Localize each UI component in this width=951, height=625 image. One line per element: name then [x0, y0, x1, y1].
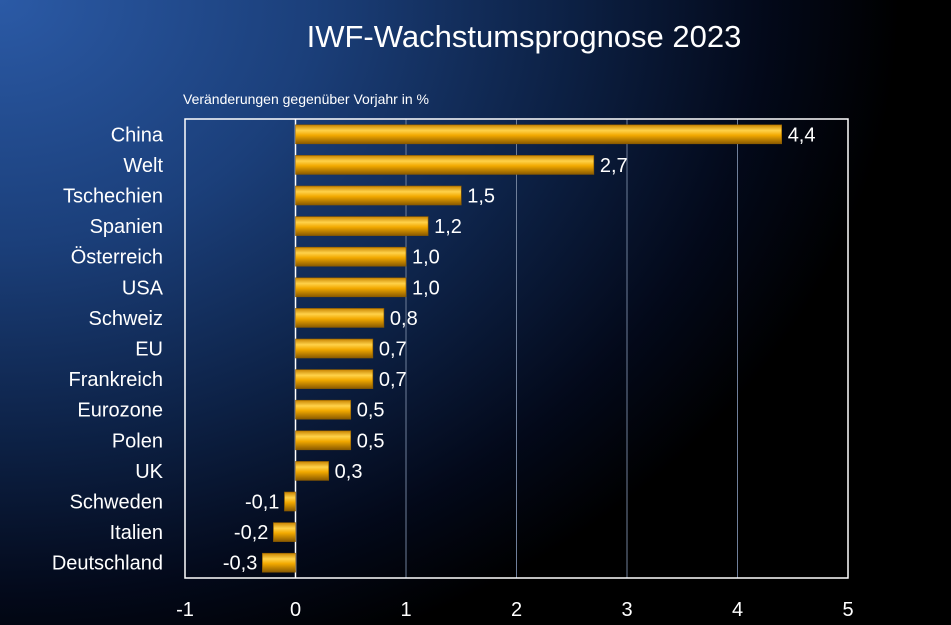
- bar: [284, 491, 296, 512]
- category-label: UK: [135, 461, 163, 483]
- bar: [295, 399, 352, 420]
- value-label: -0,1: [245, 492, 279, 514]
- bar: [295, 216, 429, 236]
- bar: [295, 338, 374, 359]
- category-labels: China Welt Tschechien Spanien Österreich USA S…: [52, 124, 164, 574]
- category-label: Tschechien: [63, 186, 163, 208]
- value-label: 1,0: [412, 247, 440, 269]
- bar: [295, 246, 407, 267]
- x-tick-label: -1: [176, 599, 194, 621]
- x-tick-label: 3: [621, 599, 632, 621]
- value-label: 1,2: [434, 216, 462, 238]
- bar: [295, 369, 374, 389]
- value-label: -0,2: [234, 522, 268, 544]
- value-label: 0,5: [357, 400, 385, 422]
- value-label: 0,7: [379, 339, 407, 361]
- value-label: 2,7: [600, 155, 628, 177]
- value-label: 0,8: [390, 308, 418, 330]
- value-label: 0,3: [335, 461, 363, 483]
- category-label: Italien: [110, 522, 163, 544]
- value-label: 1,5: [467, 186, 495, 208]
- category-label: Welt: [123, 155, 163, 177]
- value-labels: 4,4 2,7 1,51,2 1,0 1,0 0,8 0,7 0,7 0,5 0,5 0,3 -0,1…: [223, 124, 816, 574]
- category-label: China: [111, 124, 164, 146]
- chart-title: IWF-Wachstumsprognose 2023: [307, 19, 742, 54]
- value-label: -0,3: [223, 553, 257, 575]
- value-label: 1,0: [412, 277, 440, 299]
- category-label: Polen: [112, 430, 163, 452]
- x-tick-label: 0: [290, 599, 301, 621]
- bar: [295, 155, 595, 175]
- bar: [295, 461, 329, 481]
- value-label: 0,5: [357, 430, 385, 452]
- category-label: USA: [122, 277, 164, 299]
- bar: [295, 185, 462, 206]
- bar: [295, 430, 352, 451]
- category-label: Österreich: [71, 247, 163, 269]
- bars: [262, 124, 783, 573]
- bar: [262, 552, 296, 573]
- plot-area-frame: [184, 118, 849, 579]
- value-label: 0,7: [379, 369, 407, 391]
- value-label: 4,4: [788, 124, 816, 146]
- bar: [295, 124, 783, 145]
- chart-subtitle: Veränderungen gegenüber Vorjahr in %: [183, 91, 429, 107]
- category-label: Schweden: [70, 492, 163, 514]
- category-label: Schweiz: [89, 308, 163, 330]
- category-label: Frankreich: [69, 369, 163, 391]
- x-tick-label: 2: [511, 599, 522, 621]
- bar: [295, 277, 407, 298]
- bar: [295, 308, 385, 328]
- x-axis-tick-labels: -1 0 1 2 3 4 5: [176, 599, 853, 621]
- x-tick-label: 5: [842, 599, 853, 621]
- x-tick-label: 4: [732, 599, 743, 621]
- bar: [273, 522, 296, 542]
- category-label: Eurozone: [77, 400, 163, 422]
- category-label: EU: [135, 339, 163, 361]
- category-label: Deutschland: [52, 553, 163, 575]
- x-tick-label: 1: [400, 599, 411, 621]
- category-label: Spanien: [90, 216, 163, 238]
